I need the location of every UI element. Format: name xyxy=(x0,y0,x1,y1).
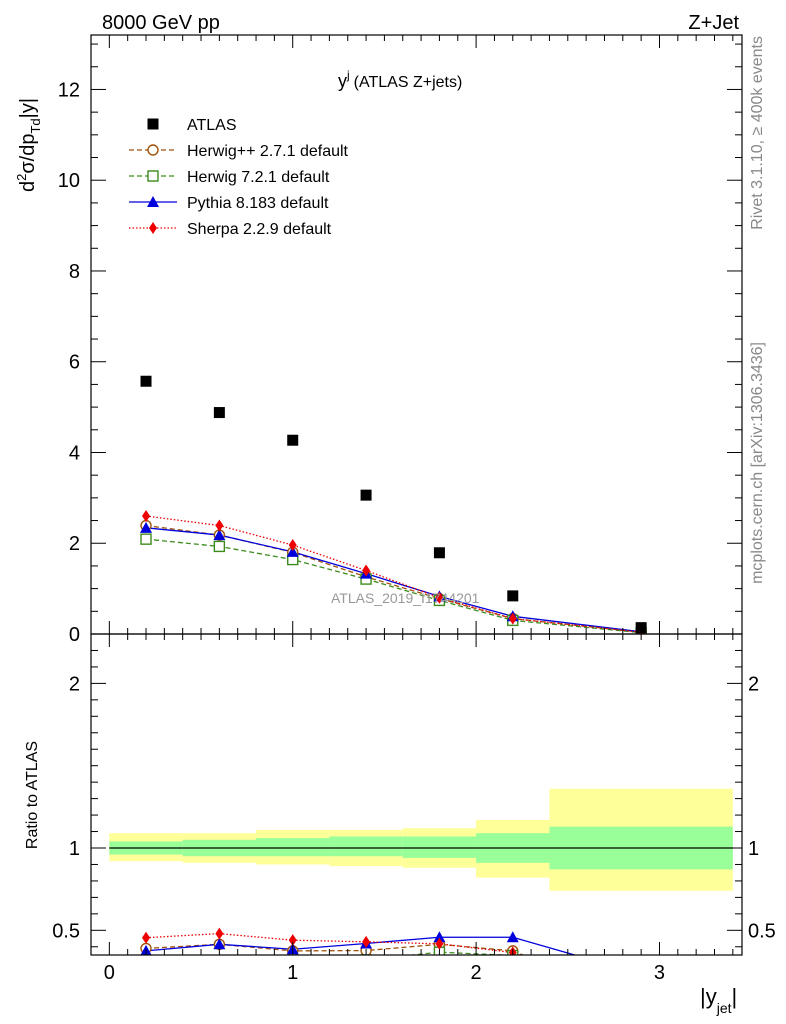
data-point xyxy=(635,622,647,634)
ratio-stat-band xyxy=(256,838,330,857)
y-tick-label: 10 xyxy=(58,170,80,192)
series-point-3 xyxy=(215,519,224,532)
series-line-1 xyxy=(145,538,642,634)
series-point-1 xyxy=(140,533,152,545)
ratio-series-point-2 xyxy=(213,938,226,950)
y-tick-label: 2 xyxy=(69,533,80,555)
y-axis-label-end: |y| xyxy=(17,98,39,118)
series-point-3 xyxy=(508,612,517,625)
ratio-tick-label: 2 xyxy=(69,673,80,695)
series-point-2 xyxy=(286,545,299,557)
watermark: ATLAS_2019_I1744201 xyxy=(331,590,480,606)
y-axis-label: d2σ/dpTd|y| xyxy=(14,98,43,192)
series-point-3 xyxy=(142,510,151,523)
legend-label-1: Herwig 7.2.1 default xyxy=(187,169,330,186)
ratio-series-point-2 xyxy=(433,931,446,943)
x-axis-label: |yjet| xyxy=(700,984,737,1016)
series-point-3 xyxy=(435,591,444,604)
y-axis-label-sup: 2 xyxy=(14,174,29,181)
legend-label-3: Sherpa 2.2.9 default xyxy=(187,221,332,238)
ratio-tick-label-right: 2 xyxy=(748,673,759,695)
series-point-2 xyxy=(213,529,226,541)
side-mcplots-label: mcplots.cern.ch [arXiv:1306.3436] xyxy=(749,342,766,584)
y-tick-label: 12 xyxy=(58,79,80,101)
main-plot-area xyxy=(140,375,647,634)
header-right: Z+Jet xyxy=(688,12,739,34)
ratio-frame xyxy=(90,633,743,956)
x-axis-label-main: |y xyxy=(700,984,717,1009)
ratio-series-point-2 xyxy=(506,931,519,943)
ratio-series-point-3 xyxy=(435,937,444,950)
legend: ATLAS Herwig++ 2.7.1 default Herwig 7.2.1 … xyxy=(129,117,349,238)
side-rivet-label: Rivet 3.1.10, ≥ 400k events xyxy=(749,36,766,230)
y-axis-label-d: d xyxy=(17,181,39,192)
data-point xyxy=(213,407,225,419)
legend-label-0: Herwig++ 2.7.1 default xyxy=(187,143,349,160)
ratio-tick-label: 0.5 xyxy=(52,920,80,942)
x-tick-label: 3 xyxy=(654,962,665,984)
ratio-series-point-1 xyxy=(141,957,151,967)
series-point-3 xyxy=(362,564,371,577)
ratio-series-point-3 xyxy=(288,934,297,947)
series-point-1 xyxy=(213,540,226,553)
x-tick-label: 1 xyxy=(287,962,298,984)
plot-title-rest: (ATLAS Z+jets) xyxy=(354,74,463,91)
ratio-tick-label-right: 1 xyxy=(748,838,759,860)
plot-title-main: y xyxy=(338,71,347,91)
x-tick-label: 2 xyxy=(471,962,482,984)
ratio-plot-area xyxy=(109,788,733,968)
ratio-tick-label-right: 0.5 xyxy=(748,920,776,942)
y-tick-label: 6 xyxy=(69,352,80,374)
data-point xyxy=(433,547,445,559)
series-point-2 xyxy=(140,521,153,533)
header-left: 8000 GeV pp xyxy=(102,12,220,34)
data-point xyxy=(507,590,519,602)
ratio-y-axis-label: Ratio to ATLAS xyxy=(24,741,41,849)
legend-marker-3 xyxy=(149,222,157,234)
ratio-series-line-1 xyxy=(406,951,514,955)
x-tick-label: 0 xyxy=(104,962,115,984)
legend-label-2: Pythia 8.183 default xyxy=(187,195,329,212)
plot-title: yj (ATLAS Z+jets) xyxy=(338,68,462,91)
data-point xyxy=(140,375,152,387)
x-axis-label-sub: jet xyxy=(716,1000,732,1016)
y-axis-label-mid: σ/dp xyxy=(17,134,39,174)
data-point xyxy=(360,489,372,501)
ratio-series-point-1 xyxy=(360,954,372,955)
ratio-tick-label: 1 xyxy=(69,838,80,860)
legend-label-data: ATLAS xyxy=(187,117,237,134)
y-tick-label: 0 xyxy=(69,624,80,646)
plot-title-sup: j xyxy=(346,68,350,82)
x-axis-label-end: | xyxy=(732,984,738,1009)
ratio-series-point-1 xyxy=(214,958,224,968)
ratio-series-line-0 xyxy=(145,943,525,955)
legend-marker-data xyxy=(147,118,159,130)
ratio-stat-band xyxy=(402,836,477,858)
y-tick-label: 8 xyxy=(69,261,80,283)
data-point xyxy=(287,434,299,446)
ratio-stat-band xyxy=(329,836,403,857)
ratio-series-point-3 xyxy=(215,927,224,940)
legend-marker-2 xyxy=(147,196,159,207)
legend-marker-0 xyxy=(147,144,159,156)
series-point-3 xyxy=(288,539,297,552)
legend-marker-1 xyxy=(147,170,159,182)
ratio-series-point-3 xyxy=(362,935,371,948)
y-tick-label: 4 xyxy=(69,442,80,464)
y-axis-label-sub: Td xyxy=(28,118,43,133)
ratio-series-point-3 xyxy=(142,931,151,944)
